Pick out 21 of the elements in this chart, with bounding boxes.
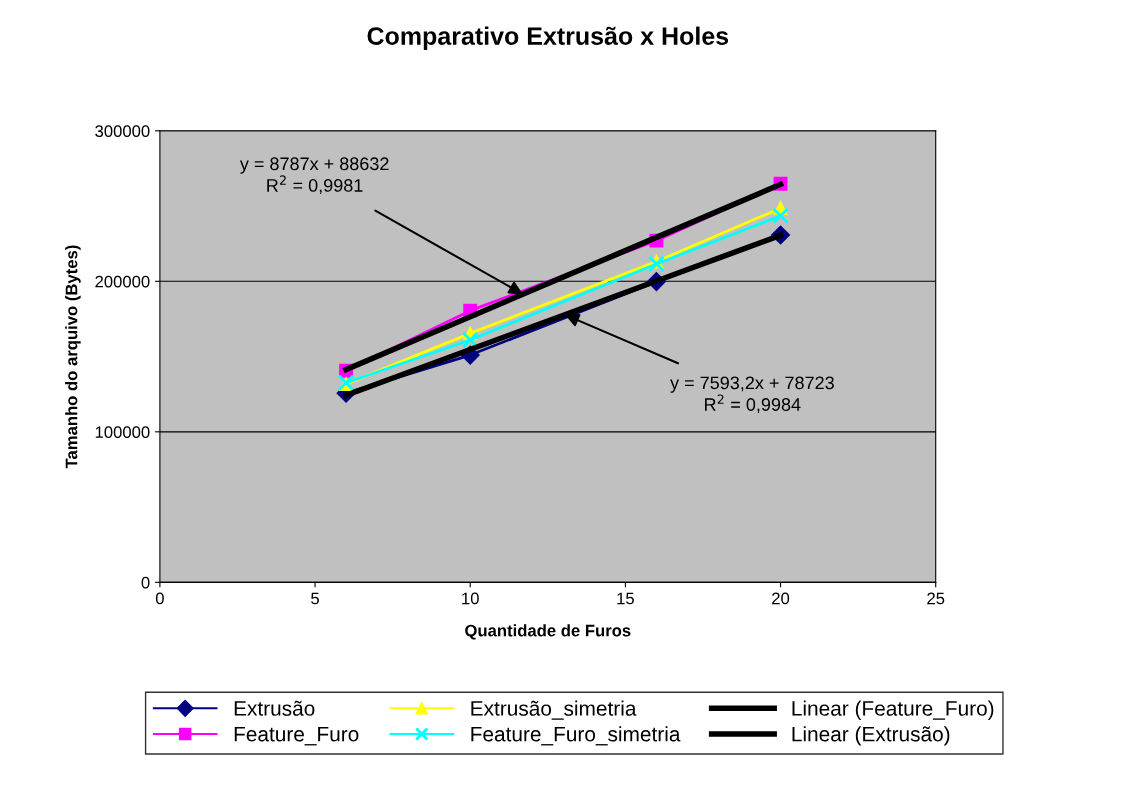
x-tick-label: 0 bbox=[155, 592, 164, 605]
annotation: y = 7593,2x + 78723 R$^{2}$ = 0,9984 bbox=[670, 376, 834, 414]
x-tick-label: 10 bbox=[462, 592, 479, 605]
legend-label: Linear (Feature_Furo) bbox=[792, 700, 994, 720]
annotation: y = 8787x + 88632 R$^{2}$ = 0,9981 bbox=[239, 157, 389, 194]
legend-label: Feature_Furo_simetria bbox=[471, 726, 681, 746]
legend-label: Extrusão_simetria bbox=[471, 700, 637, 720]
legend-label: Extrusão bbox=[234, 700, 315, 716]
legend-label: Linear (Extrusão) bbox=[792, 726, 950, 746]
chart-title: Comparativo Extrusão x Holes bbox=[367, 26, 729, 50]
x-tick-label: 15 bbox=[617, 592, 634, 605]
x-axis-title: Quantidade de Furos bbox=[465, 624, 631, 640]
legend-label: Feature_Furo bbox=[234, 726, 359, 746]
x-tick-label: 5 bbox=[311, 592, 319, 605]
y-tick-label: 0 bbox=[141, 576, 150, 589]
y-axis-title: Tamanho do arquivo (Bytes) bbox=[65, 245, 81, 469]
y-tick-label: 300000 bbox=[95, 125, 150, 138]
x-tick-label: 20 bbox=[772, 592, 790, 605]
y-tick-label: 100000 bbox=[95, 426, 150, 439]
x-tick-label: 25 bbox=[927, 592, 945, 605]
y-tick-label: 200000 bbox=[95, 275, 150, 288]
